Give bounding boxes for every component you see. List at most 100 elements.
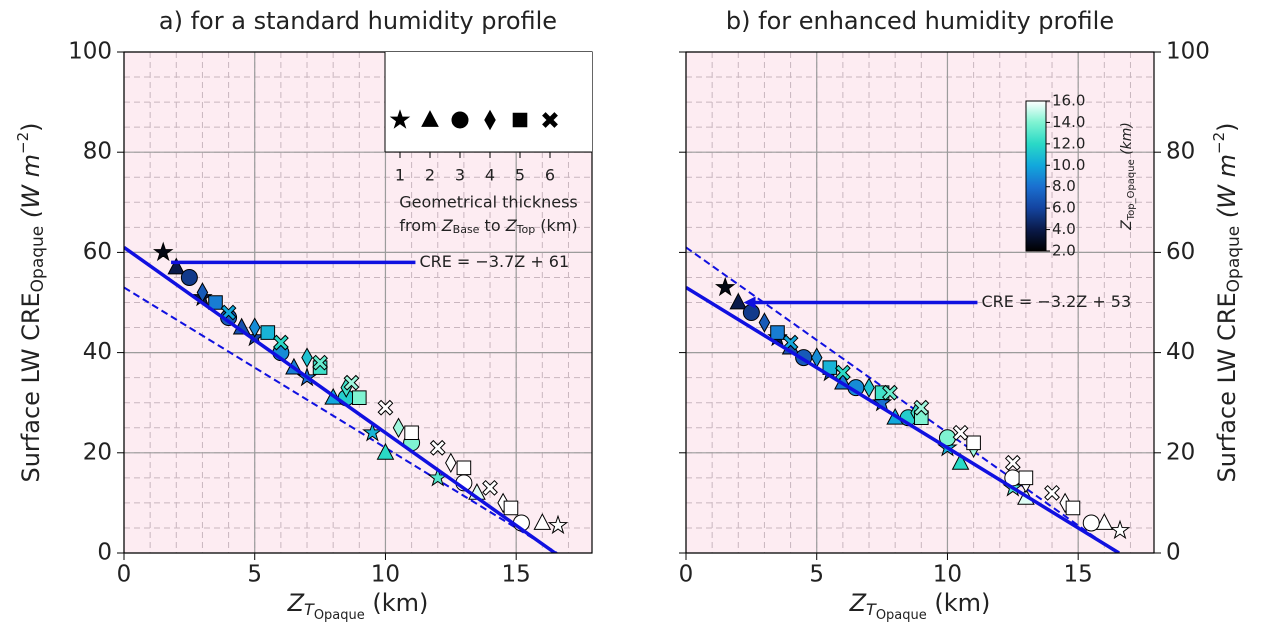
y-axis-label: Surface LW CREOpaque (W m−2)	[1210, 122, 1245, 482]
label-part: Surface LW CRE	[17, 292, 45, 482]
label-part: Top_Opaque	[1126, 159, 1137, 221]
marker	[547, 514, 569, 535]
legend-title: from ZBase to ZTop (km)	[399, 216, 577, 237]
y-tick-label: 40	[1166, 339, 1195, 365]
label-part: −2	[1210, 132, 1228, 154]
label-part: (W m	[17, 154, 45, 226]
x-tick-label: 10	[933, 562, 962, 588]
colorbar	[1025, 100, 1047, 252]
x-axis-label: ZTOpaque (km)	[849, 589, 991, 623]
label-part: T	[304, 600, 315, 619]
label-part: Base	[453, 223, 480, 236]
y-tick-label: 0	[97, 540, 112, 566]
marker	[429, 439, 446, 456]
label-part: (W m	[1213, 154, 1241, 226]
marker	[1044, 484, 1060, 501]
fit-line	[124, 286, 558, 553]
marker	[456, 460, 472, 476]
y-tick-label: 20	[1166, 439, 1195, 465]
y-tick-label: 20	[83, 439, 112, 465]
marker	[1004, 454, 1021, 471]
y-tick-label: 60	[1166, 239, 1195, 265]
label-part: Z	[441, 216, 454, 235]
marker	[1018, 470, 1034, 486]
marker	[742, 304, 760, 322]
legend-label: 4	[485, 166, 495, 185]
marker	[951, 452, 970, 470]
plot-area	[686, 246, 1131, 553]
x-tick-label: 0	[679, 562, 694, 588]
marker	[451, 111, 469, 129]
legend-box	[385, 52, 592, 152]
marker	[421, 110, 439, 127]
colorbar-tick-label: 6.0	[1052, 199, 1076, 217]
marker	[882, 384, 898, 401]
marker	[966, 435, 981, 451]
marker	[272, 334, 289, 351]
label-part: from	[399, 216, 441, 235]
y-tick-label: 60	[83, 239, 112, 265]
colorbar-tick-label: 4.0	[1052, 220, 1076, 238]
label-part: (km)	[1119, 122, 1135, 159]
marker	[714, 276, 736, 297]
marker	[248, 317, 261, 338]
label-part: (km)	[927, 589, 991, 617]
legend-label: 1	[395, 166, 405, 185]
label-part: Z	[1119, 220, 1135, 231]
marker	[484, 109, 496, 131]
marker	[863, 377, 875, 398]
marker	[1059, 492, 1071, 514]
plot-area	[124, 241, 569, 553]
marker	[913, 399, 930, 416]
marker	[343, 374, 360, 391]
x-tick-label: 5	[247, 562, 262, 588]
colorbar-tick-label: 12.0	[1052, 134, 1085, 152]
y-tick-label: 80	[1166, 139, 1195, 165]
colorbar-tick-label: 16.0	[1052, 92, 1085, 110]
arrow-head	[743, 296, 756, 309]
label-part: Top	[516, 223, 536, 236]
x-tick-label: 0	[117, 562, 132, 588]
marker	[503, 500, 519, 516]
label-part: T	[866, 600, 877, 619]
marker	[497, 492, 509, 514]
y-tick-label: 100	[1166, 39, 1210, 65]
annotation: CRE = −3.2Z + 53	[981, 292, 1131, 311]
colorbar-tick-label: 8.0	[1052, 177, 1076, 195]
y-axis-label: Surface LW CREOpaque (W m−2)	[14, 122, 49, 482]
marker	[352, 390, 367, 405]
y-tick-label: 100	[68, 39, 112, 65]
label-part: Z	[849, 589, 867, 617]
colorbar-tick-label: 10.0	[1052, 156, 1085, 174]
marker	[1095, 513, 1114, 530]
marker	[512, 112, 528, 128]
marker	[834, 364, 851, 381]
frame	[123, 51, 593, 554]
label-part: )	[17, 122, 45, 131]
x-tick-label: 15	[502, 562, 531, 588]
marker	[167, 257, 186, 275]
y-tick-label: 40	[83, 339, 112, 365]
x-tick-label: 10	[371, 562, 400, 588]
marker	[392, 417, 405, 438]
marker	[770, 325, 785, 340]
colorbar-tick-label: 2.0	[1052, 242, 1076, 260]
label-part: Z	[505, 216, 518, 235]
marker	[1082, 514, 1100, 532]
legend-label: 6	[545, 166, 555, 185]
label-part: )	[1213, 122, 1241, 131]
fit-line	[686, 285, 1120, 553]
marker	[482, 479, 498, 496]
marker	[445, 452, 457, 474]
marker	[758, 312, 771, 333]
label-part: (km)	[535, 216, 577, 235]
label-part: Opaque	[1224, 226, 1244, 293]
marker	[533, 513, 552, 530]
label-part: Opaque	[876, 608, 927, 623]
marker	[1109, 519, 1131, 540]
label-part: Opaque	[314, 608, 365, 623]
frame	[685, 51, 1155, 554]
label-part: −2	[14, 132, 32, 154]
colorbar-label: ZTop_Opaque (km)	[1119, 122, 1137, 231]
